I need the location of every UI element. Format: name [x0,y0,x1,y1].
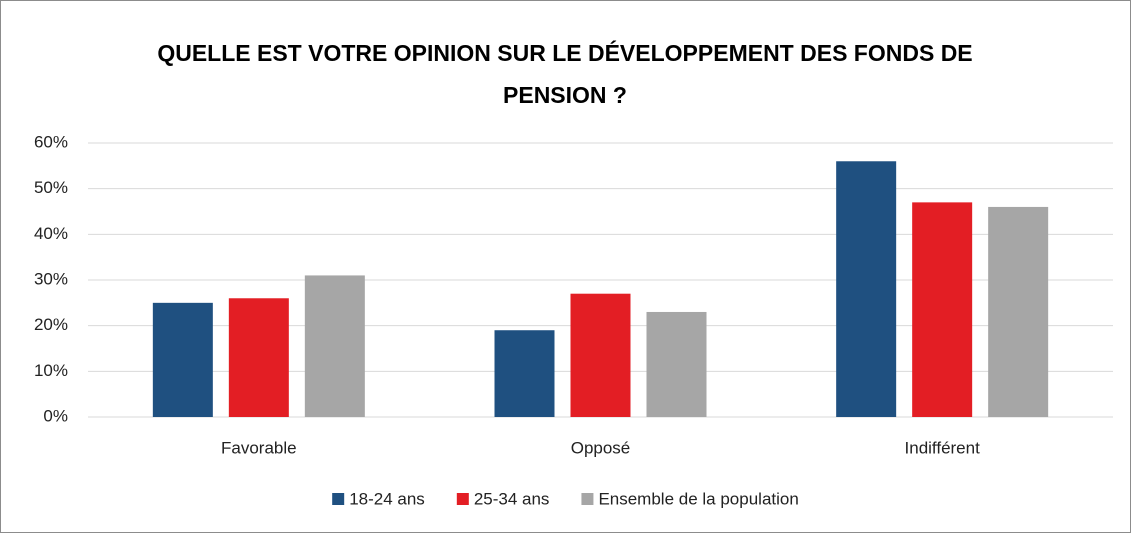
bar [228,298,289,417]
legend-swatch [581,493,594,505]
legend-swatch [456,493,469,505]
bar [494,330,555,417]
x-tick-label: Favorable [221,438,297,457]
bar [304,275,365,417]
legend-label: Ensemble de la population [598,489,798,508]
x-tick-label: Opposé [571,438,631,457]
bar [988,206,1049,417]
bar [912,202,973,417]
y-tick-label: 0% [43,406,68,425]
legend-label: 18-24 ans [349,489,425,508]
bar [570,293,631,417]
y-tick-label: 60% [34,132,68,151]
chart-title: QUELLE EST VOTRE OPINION SUR LE DÉVELOPP… [157,40,973,108]
y-tick-label: 40% [34,224,68,243]
y-tick-label: 20% [34,315,68,334]
bar [646,311,707,417]
y-tick-label: 50% [34,178,68,197]
legend-label: 25-34 ans [474,489,550,508]
legend-swatch [332,493,345,505]
bar [152,302,213,417]
y-tick-label: 30% [34,269,68,288]
y-tick-label: 10% [34,361,68,380]
bar [836,161,897,417]
x-tick-label: Indifférent [905,438,981,457]
